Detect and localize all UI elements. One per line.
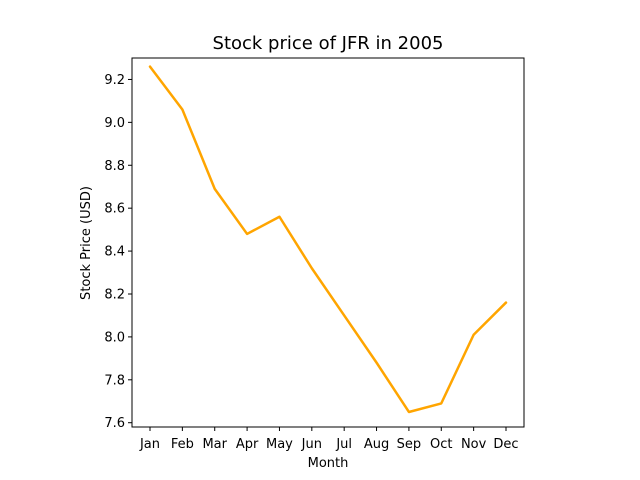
- y-tick-label: 8.2: [104, 287, 125, 302]
- x-tick-label: Jun: [301, 437, 322, 452]
- y-tick-label: 8.0: [104, 330, 125, 345]
- x-tick-label: Oct: [430, 437, 452, 452]
- x-tick-label: Feb: [171, 437, 194, 452]
- x-tick-label: Nov: [461, 437, 487, 452]
- x-tick-label: Sep: [397, 437, 422, 452]
- x-tick-label: Aug: [364, 437, 389, 452]
- x-axis-label: Month: [308, 456, 349, 471]
- x-tick-label: May: [266, 437, 293, 452]
- x-axis-ticks: Jan Feb Mar Apr May Jun Jul Aug Sep Oct Nov Dec: [139, 427, 519, 452]
- y-tick-label: 9.0: [104, 116, 125, 131]
- plot-frame: [131, 57, 525, 428]
- x-tick-label: Jan: [139, 437, 160, 452]
- x-tick-label: Dec: [493, 437, 518, 452]
- y-tick-label: 8.8: [104, 159, 125, 174]
- series-layer: [148, 65, 508, 414]
- x-tick-label: Jul: [335, 437, 352, 452]
- series-line: [148, 65, 508, 414]
- plot-area: 7.6 7.8 8.0 8.2 8.4 8.6 8.8 9.0 9.2 Jan Feb Mar Apr…: [104, 57, 525, 452]
- y-tick-label: 7.6: [104, 416, 125, 431]
- y-tick-label: 7.8: [104, 373, 125, 388]
- y-axis-label: Stock Price (USD): [79, 186, 94, 300]
- x-tick-label: Apr: [236, 437, 259, 452]
- y-tick-label: 8.4: [104, 245, 125, 260]
- x-tick-label: Mar: [202, 437, 227, 452]
- y-tick-label: 9.2: [104, 73, 125, 88]
- y-axis-ticks: 7.6 7.8 8.0 8.2 8.4 8.6 8.8 9.0 9.2: [104, 73, 132, 431]
- y-tick-label: 8.6: [104, 202, 125, 217]
- chart-title: Stock price of JFR in 2005: [213, 33, 444, 54]
